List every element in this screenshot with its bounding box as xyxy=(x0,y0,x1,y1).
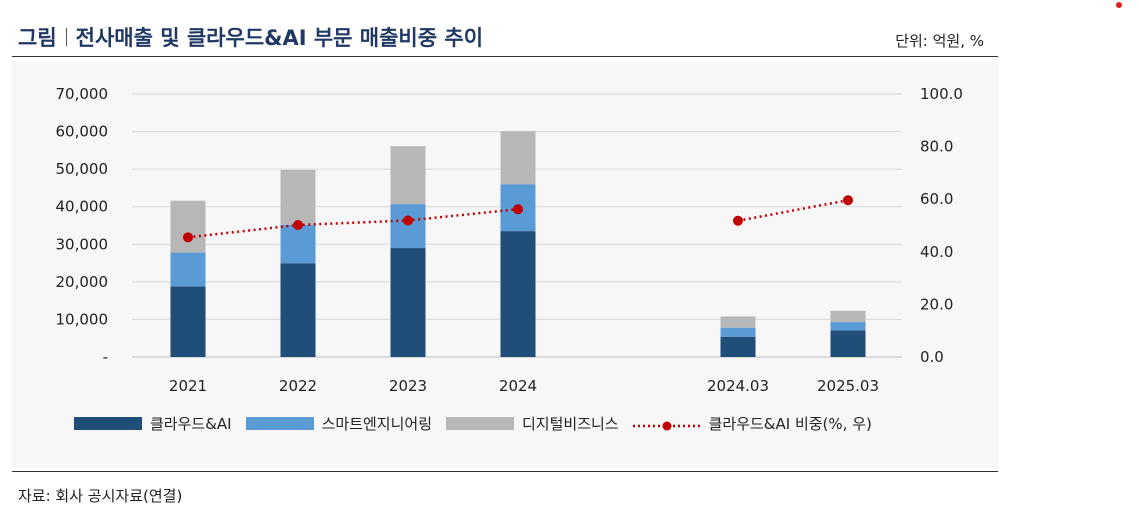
corner-dot xyxy=(1116,2,1122,8)
legend-item-smart: 스마트엔지니어링 xyxy=(245,413,432,434)
figure-label: 그림 xyxy=(18,26,57,50)
legend-swatch-digital xyxy=(446,417,514,430)
ratio-line xyxy=(737,199,849,222)
ratio-point xyxy=(733,215,743,226)
y-right-tick-label: 60.0 xyxy=(920,190,953,208)
legend-label-cloud: 클라우드&AI xyxy=(150,415,232,433)
legend-item-cloud: 클라우드&AI xyxy=(74,413,232,434)
bar-segment xyxy=(720,327,756,337)
ratio-point xyxy=(513,204,523,215)
title-divider xyxy=(65,28,67,46)
bar-segment xyxy=(500,131,536,185)
y-right-tick-label: 0.0 xyxy=(920,348,944,366)
bar-segment xyxy=(390,248,426,357)
bar-segment xyxy=(280,263,316,357)
source-note: 자료: 회사 공시자료(연결) xyxy=(18,487,183,505)
bar-segment xyxy=(500,231,536,357)
top-divider xyxy=(12,56,998,57)
bar-segment xyxy=(280,169,316,225)
y-left-tick-label: 70,000 xyxy=(56,85,109,103)
x-tick-label: 2021 xyxy=(169,377,207,395)
bar-segment xyxy=(720,336,756,357)
ratio-line xyxy=(187,207,519,239)
x-tick-label: 2023 xyxy=(389,377,427,395)
ratio-point xyxy=(843,195,853,206)
y-left-tick-label: 30,000 xyxy=(56,235,109,253)
legend-item-ratio: 클라우드&AI 비중(%, 우) xyxy=(632,413,872,434)
x-tick-label: 2025.03 xyxy=(817,377,879,395)
unit-label: 단위: 억원, % xyxy=(895,32,984,50)
bar-segment xyxy=(830,330,866,357)
bar-segment xyxy=(170,252,206,287)
bar-segment xyxy=(170,286,206,357)
y-left-tick-label: - xyxy=(103,348,108,366)
chart-title: 전사매출 및 클라우드&AI 부문 매출비중 추이 xyxy=(75,26,484,50)
y-right-tick-label: 40.0 xyxy=(920,243,953,261)
bar-segment xyxy=(390,204,426,249)
bar-segment xyxy=(830,322,866,331)
bar-segment xyxy=(280,224,316,264)
x-tick-label: 2024.03 xyxy=(707,377,769,395)
figure-title: 그림 전사매출 및 클라우드&AI 부문 매출비중 추이 xyxy=(18,22,483,52)
legend-swatch-smart xyxy=(245,417,314,430)
y-left-tick-label: 50,000 xyxy=(56,160,109,178)
bar-segment xyxy=(830,310,866,323)
bottom-divider xyxy=(12,471,998,472)
y-left-tick-label: 20,000 xyxy=(56,273,109,291)
legend-label-ratio: 클라우드&AI 비중(%, 우) xyxy=(708,415,872,433)
y-left-tick-label: 60,000 xyxy=(56,123,109,141)
legend-item-digital: 디지털비즈니스 xyxy=(446,413,619,434)
legend-label-digital: 디지털비즈니스 xyxy=(522,415,619,433)
y-right-tick-label: 80.0 xyxy=(920,138,953,156)
x-tick-label: 2022 xyxy=(279,377,317,395)
y-left-tick-label: 10,000 xyxy=(56,310,109,328)
legend-swatch-cloud xyxy=(74,417,142,430)
ratio-point xyxy=(403,215,413,226)
x-tick-label: 2024 xyxy=(499,377,537,395)
bar-segment xyxy=(390,146,426,205)
y-right-tick-label: 20.0 xyxy=(920,295,953,313)
bar-segment xyxy=(170,200,206,253)
ratio-point xyxy=(183,232,193,243)
legend-label-smart: 스마트엔지니어링 xyxy=(321,415,432,433)
y-right-tick-label: 100.0 xyxy=(920,85,963,103)
y-left-tick-label: 40,000 xyxy=(56,198,109,216)
bar-segment xyxy=(720,316,756,328)
ratio-point xyxy=(293,219,303,230)
legend: 클라우드&AI 스마트엔지니어링 디지털비즈니스 클라우드&AI 비중(%, 우… xyxy=(74,413,886,434)
legend-swatch-ratio xyxy=(632,418,701,430)
